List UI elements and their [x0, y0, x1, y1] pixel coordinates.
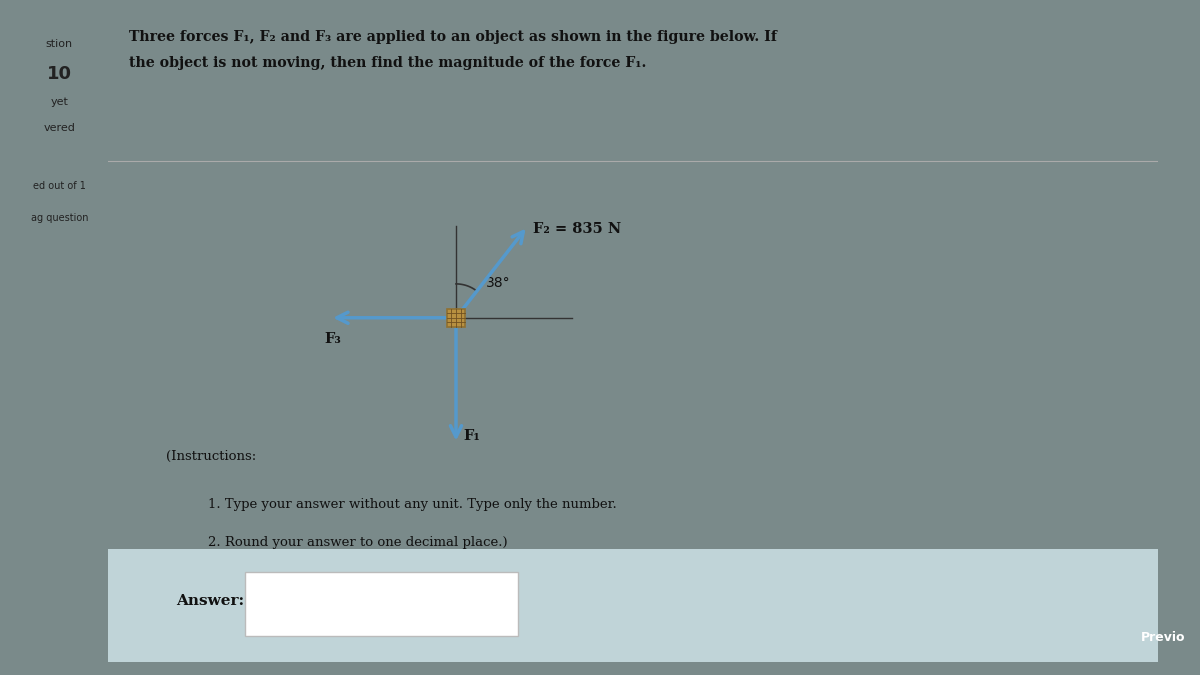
Text: F₃: F₃: [324, 332, 341, 346]
Text: Answer:: Answer:: [176, 593, 245, 608]
Text: the object is not moving, then find the magnitude of the force F₁.: the object is not moving, then find the …: [130, 55, 647, 70]
Text: vered: vered: [43, 123, 76, 133]
Text: 2. Round your answer to one decimal place.): 2. Round your answer to one decimal plac…: [208, 537, 508, 549]
Text: Three forces F₁, F₂ and F₃ are applied to an object as shown in the figure below: Three forces F₁, F₂ and F₃ are applied t…: [130, 30, 778, 44]
Text: stion: stion: [46, 40, 73, 49]
Text: ag question: ag question: [31, 213, 88, 223]
Text: F₁: F₁: [463, 429, 480, 443]
Bar: [108, 549, 1158, 662]
Text: ed out of 1: ed out of 1: [32, 181, 86, 190]
Bar: [446, 308, 466, 327]
Bar: [245, 572, 517, 636]
Text: yet: yet: [50, 97, 68, 107]
Text: 1. Type your answer without any unit. Type only the number.: 1. Type your answer without any unit. Ty…: [208, 498, 617, 511]
Text: 38°: 38°: [486, 275, 511, 290]
Text: F₂ = 835 N: F₂ = 835 N: [533, 221, 622, 236]
Text: Previo: Previo: [1140, 631, 1186, 645]
Text: (Instructions:: (Instructions:: [166, 450, 256, 463]
Text: 10: 10: [47, 65, 72, 83]
